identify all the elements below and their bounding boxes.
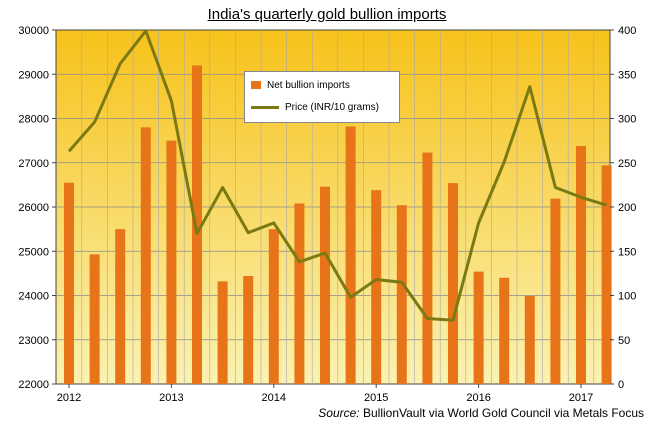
left-tick-label: 29000 (18, 69, 49, 81)
left-tick-label: 26000 (18, 202, 49, 214)
right-tick-label: 0 (618, 379, 624, 391)
bar (576, 145, 586, 384)
right-tick-label: 400 (618, 25, 636, 37)
right-tick-label: 100 (618, 291, 636, 303)
bar (243, 276, 254, 384)
legend-item-bars: Net bullion imports (251, 80, 350, 91)
left-tick-label: 24000 (18, 291, 49, 303)
legend-item-line: Price (INR/10 grams) (251, 102, 379, 113)
left-tick-label: 22000 (18, 379, 49, 391)
chart-title: India's quarterly gold bullion imports (207, 6, 447, 23)
right-tick-label: 50 (618, 335, 630, 347)
bar (371, 190, 382, 384)
right-tick-label: 250 (618, 158, 636, 170)
bar (550, 198, 561, 384)
source-prefix: Source: (318, 406, 360, 420)
source-text: BullionVault via World Gold Council via … (362, 406, 644, 420)
bar (89, 254, 100, 384)
bar (115, 229, 126, 384)
price-line (67, 29, 608, 322)
x-tick-label: 2013 (159, 392, 183, 404)
bar (166, 140, 177, 384)
bar (499, 277, 510, 384)
bar-series (64, 65, 612, 385)
bar (473, 271, 484, 384)
left-tick-label: 25000 (18, 246, 49, 258)
x-tick-label: 2016 (466, 392, 490, 404)
legend-label-bars: Net bullion imports (267, 80, 350, 91)
bar (64, 182, 74, 384)
left-axis-ticks: 22000 23000 24000 25000 26000 27000 28000 29000… (18, 25, 56, 391)
right-axis-ticks: 0 50 100 150 200 250 300 350 400 (610, 25, 636, 391)
right-tick-label: 200 (618, 202, 636, 214)
right-tick-label: 350 (618, 69, 636, 81)
bar (320, 186, 330, 384)
bar (448, 183, 458, 384)
bar (422, 152, 433, 384)
bar (140, 127, 151, 384)
line-series (67, 29, 608, 322)
x-tick-label: 2015 (364, 392, 388, 404)
bar (601, 165, 612, 384)
x-tick-label: 2017 (569, 392, 593, 404)
left-tick-label: 27000 (18, 158, 49, 170)
bar (192, 65, 202, 385)
left-tick-label: 23000 (18, 335, 49, 347)
right-tick-label: 150 (618, 246, 636, 258)
source-note: Source: BullionVault via World Gold Coun… (318, 406, 644, 420)
legend-label-line: Price (INR/10 grams) (285, 102, 379, 113)
bar (217, 281, 228, 384)
legend: Net bullion imports Price (INR/10 grams) (244, 71, 400, 123)
legend-swatch-line (251, 105, 279, 109)
x-tick-label: 2012 (57, 392, 81, 404)
bar (396, 205, 407, 384)
legend-swatch-bars (251, 81, 261, 90)
bar (294, 203, 305, 384)
bar (268, 229, 279, 384)
bar (345, 126, 356, 384)
x-tick-label: 2014 (262, 392, 286, 404)
left-tick-label: 30000 (18, 25, 49, 37)
right-tick-label: 300 (618, 114, 636, 126)
bar (524, 295, 535, 384)
x-axis-ticks: 2012 2013 2014 2015 2016 2017 (57, 384, 593, 404)
left-tick-label: 28000 (18, 114, 49, 126)
